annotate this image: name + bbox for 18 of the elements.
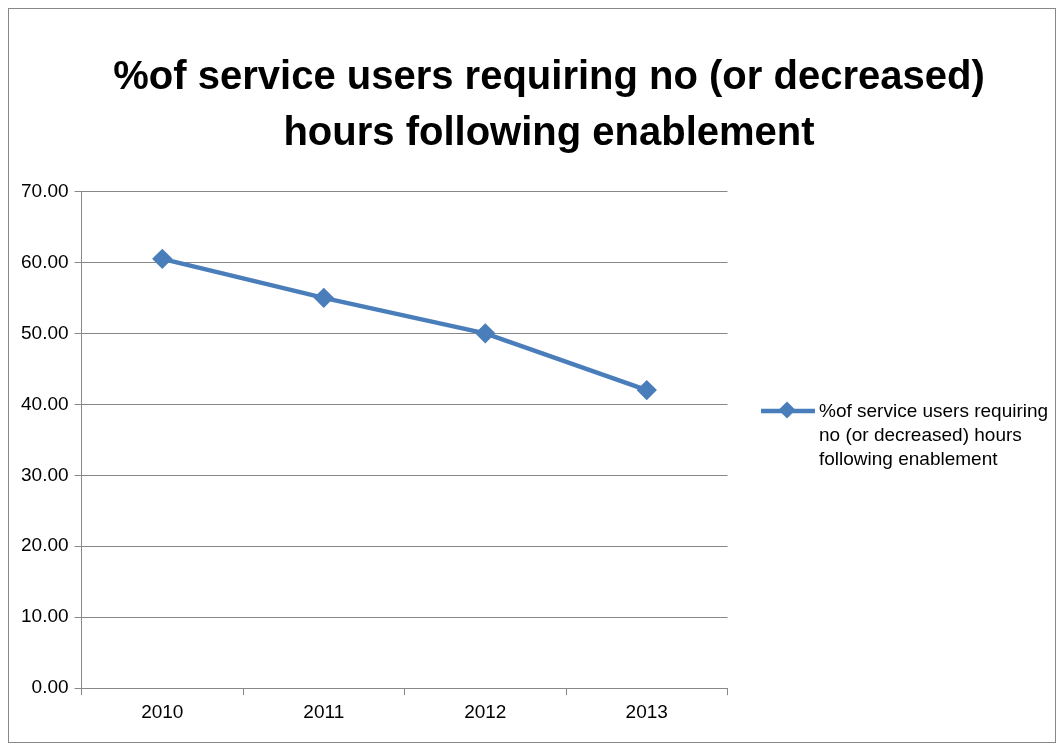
x-tick-label: 2013 [625, 700, 668, 722]
y-tick-label: 30.00 [21, 463, 69, 485]
y-tick-label: 10.00 [21, 605, 69, 627]
point [153, 249, 172, 269]
y-tick-label: 70.00 [21, 179, 69, 201]
y-tick-label: 20.00 [21, 534, 69, 556]
x-tick-label: 2010 [141, 700, 184, 722]
point [476, 324, 495, 343]
legend-label: %of service users requiring no (or decreased) hours following enablement [819, 399, 1050, 471]
point [637, 380, 657, 400]
x-tick-label: 2011 [303, 700, 345, 722]
y-tick-label: 40.00 [21, 392, 69, 414]
y-tick-label: 0.00 [31, 676, 69, 698]
chart-title: %of service users requiring no (or decreased) hours following enablement [112, 52, 986, 155]
point [314, 288, 334, 308]
y-tick-label: 60.00 [21, 250, 69, 272]
y-tick-label: 50.00 [21, 321, 69, 343]
x-tick-label: 2012 [464, 700, 507, 722]
